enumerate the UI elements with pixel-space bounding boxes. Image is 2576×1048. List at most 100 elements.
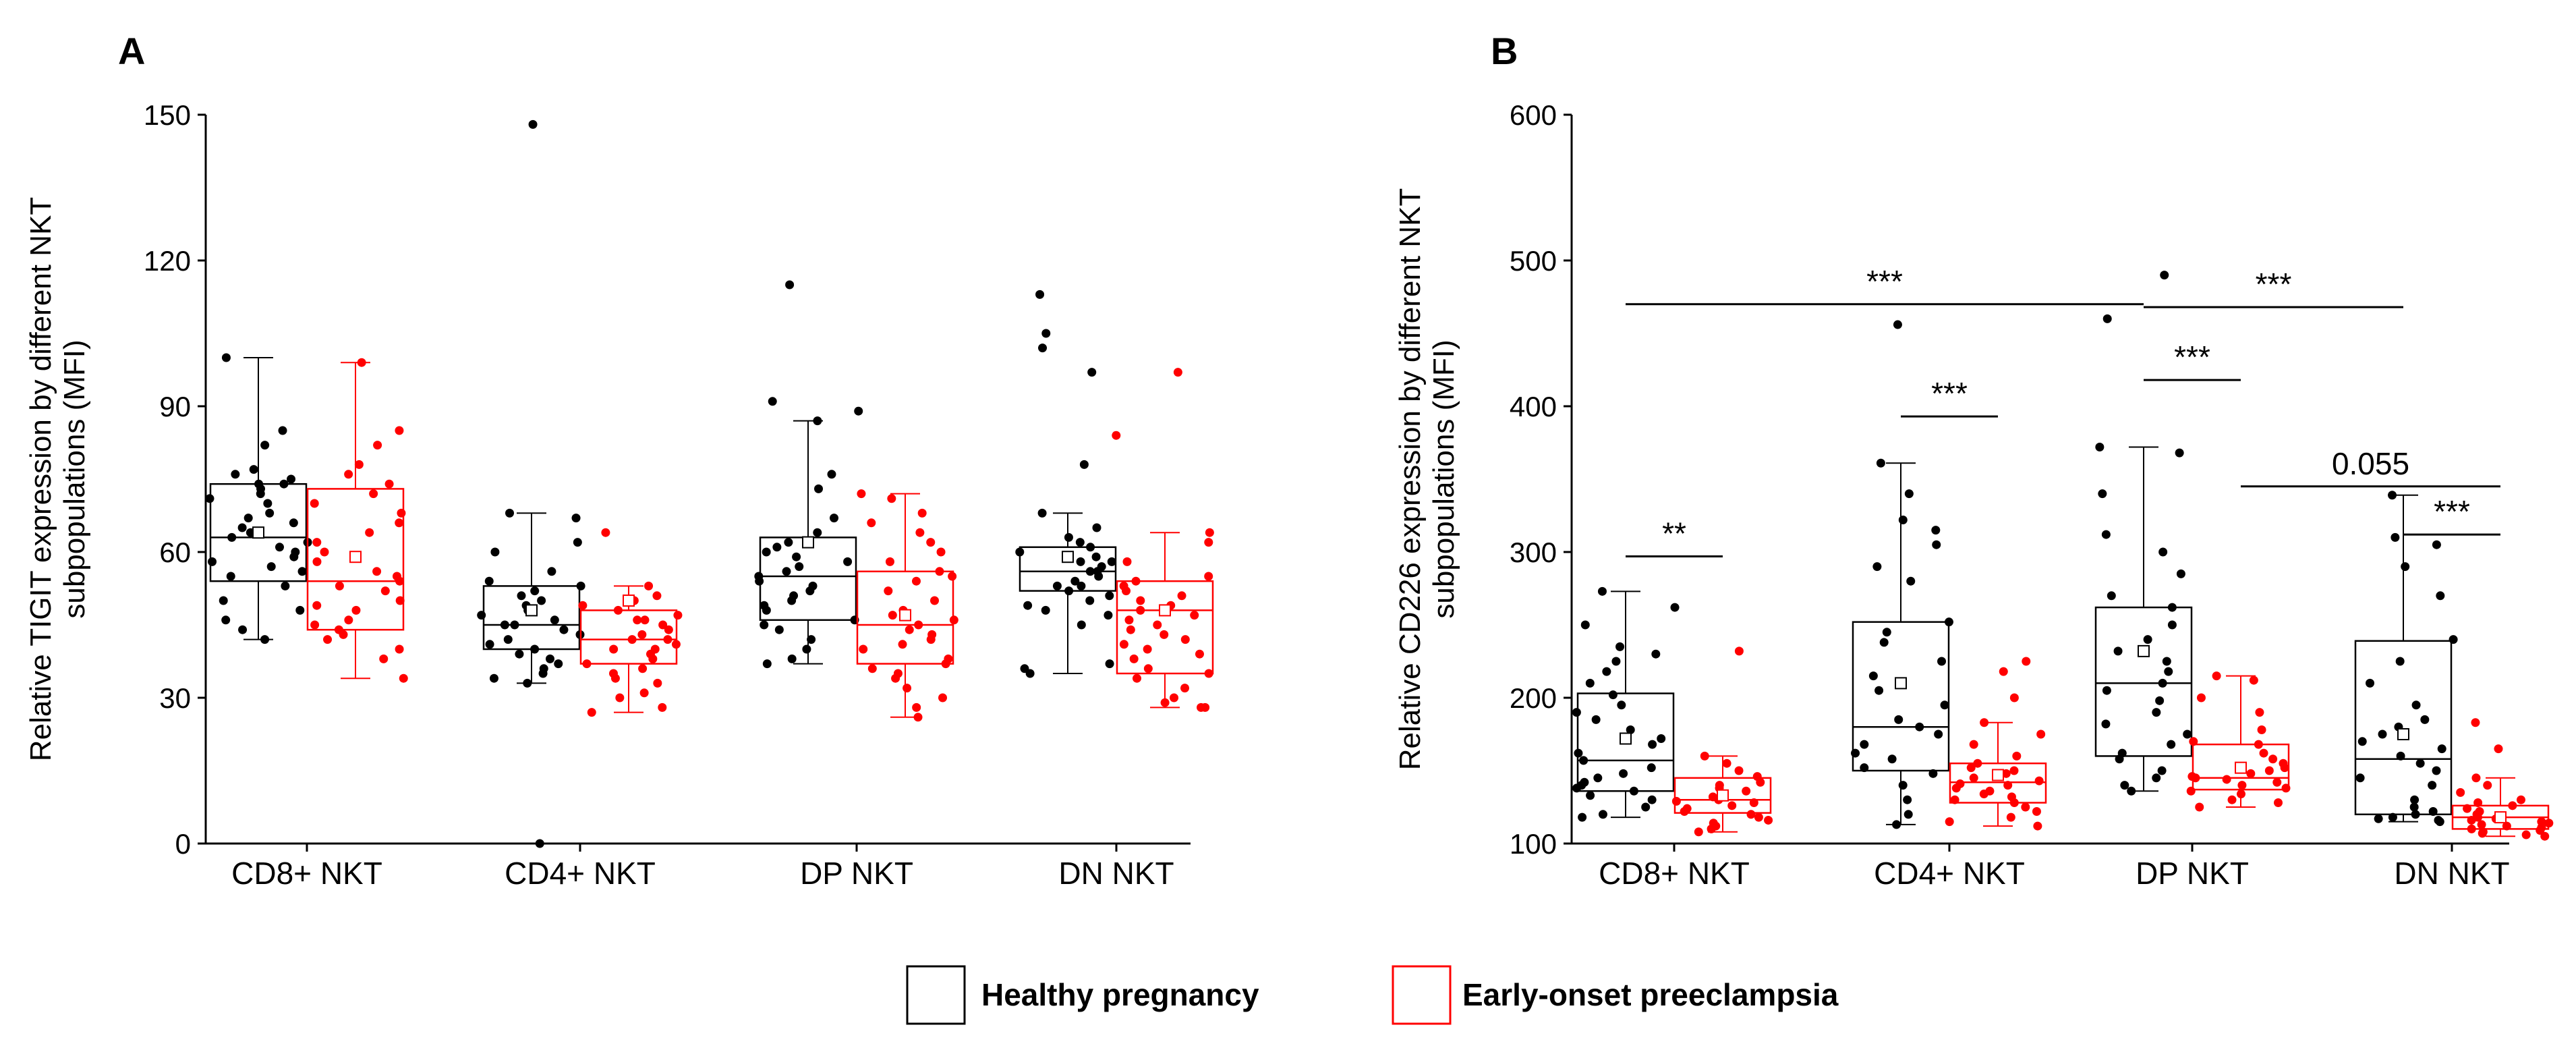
data-point: [1851, 748, 1860, 758]
data-point: [653, 678, 662, 688]
data-point: [335, 581, 344, 590]
data-point: [2437, 744, 2446, 754]
data-point: [898, 640, 907, 649]
data-point: [1160, 630, 1169, 639]
data-point: [380, 586, 390, 596]
data-point: [1937, 657, 1947, 666]
data-point: [1887, 754, 1897, 764]
data-point: [2158, 547, 2168, 557]
data-point: [547, 567, 556, 576]
data-point: [550, 615, 559, 625]
data-point: [538, 669, 548, 678]
y-tick-label: 200: [1510, 682, 1557, 714]
data-point: [2544, 819, 2554, 828]
data-point: [1680, 806, 1689, 816]
data-point: [2264, 766, 2274, 775]
data-point: [905, 625, 914, 634]
data-point: [1898, 515, 1908, 524]
data-point: [813, 416, 822, 426]
data-point: [1075, 538, 1085, 547]
data-point: [938, 693, 948, 702]
data-point: [2536, 826, 2545, 835]
data-point: [1934, 729, 1943, 739]
data-point: [1136, 605, 1145, 615]
data-point: [2236, 790, 2245, 799]
data-point: [762, 659, 772, 669]
significance-label: ***: [2434, 494, 2470, 529]
y-tick-label: 120: [144, 245, 191, 277]
data-point: [615, 693, 625, 702]
data-point: [1129, 654, 1139, 663]
data-point: [2280, 763, 2289, 773]
data-point: [638, 664, 648, 673]
data-point: [2483, 781, 2492, 790]
data-point: [1124, 615, 1134, 625]
data-point: [1572, 783, 1582, 793]
y-tick-label: 300: [1510, 536, 1557, 568]
data-point: [915, 528, 925, 537]
data-point: [323, 635, 333, 644]
data-point: [1180, 635, 1190, 644]
mean-marker: [899, 609, 911, 622]
data-point: [2409, 802, 2419, 812]
x-category-label: DP NKT: [800, 856, 913, 891]
significance-label: **: [1662, 516, 1686, 551]
data-point: [1023, 601, 1033, 610]
data-point: [785, 280, 795, 289]
data-point: [949, 615, 958, 625]
data-point: [266, 562, 276, 572]
data-point: [1615, 642, 1625, 651]
data-point: [1893, 320, 1902, 329]
mean-marker: [525, 604, 538, 617]
data-point: [2249, 675, 2258, 685]
x-category-label: CD8+ NKT: [1599, 856, 1750, 891]
data-point: [2471, 773, 2481, 783]
data-point: [2183, 729, 2192, 739]
data-point: [1904, 489, 1914, 499]
data-point: [2212, 671, 2221, 681]
data-point: [238, 625, 248, 634]
data-point: [2366, 678, 2375, 688]
data-point: [344, 470, 353, 479]
data-point: [503, 635, 513, 644]
data-point: [843, 557, 853, 566]
data-point: [1657, 734, 1666, 743]
data-point: [2006, 812, 2015, 822]
data-point: [2227, 795, 2237, 804]
y-tick-label: 100: [1510, 828, 1557, 860]
panel-a-letter: A: [118, 30, 145, 72]
data-point: [2494, 744, 2503, 754]
data-point: [1904, 810, 1913, 819]
data-point: [926, 538, 936, 547]
data-point: [2022, 657, 2031, 666]
data-point: [857, 489, 866, 499]
data-point: [2456, 788, 2465, 797]
data-point: [1160, 698, 1170, 707]
data-point: [637, 630, 647, 639]
data-point: [2101, 530, 2111, 539]
data-point: [249, 465, 258, 474]
data-point: [1756, 777, 1765, 787]
data-point: [489, 673, 498, 683]
data-point: [2021, 802, 2030, 812]
data-point: [515, 649, 524, 659]
data-point: [663, 635, 672, 644]
significance-label: ***: [1866, 264, 1903, 299]
y-tick-label: 60: [159, 536, 191, 568]
y-tick-label: 500: [1510, 245, 1557, 277]
data-point: [517, 591, 526, 601]
data-point: [500, 620, 509, 630]
data-point: [1722, 759, 1731, 768]
data-point: [2432, 540, 2441, 549]
data-point: [2378, 729, 2387, 739]
significance-label: ***: [2174, 339, 2210, 375]
data-point: [395, 426, 404, 435]
data-point: [2127, 786, 2136, 796]
data-point: [1578, 812, 1587, 822]
data-point: [1898, 781, 1908, 790]
x-category-label: DN NKT: [2394, 856, 2509, 891]
data-point: [1734, 766, 1744, 775]
data-point: [1205, 528, 1214, 537]
data-point: [1079, 460, 1089, 469]
data-point: [1671, 796, 1681, 806]
